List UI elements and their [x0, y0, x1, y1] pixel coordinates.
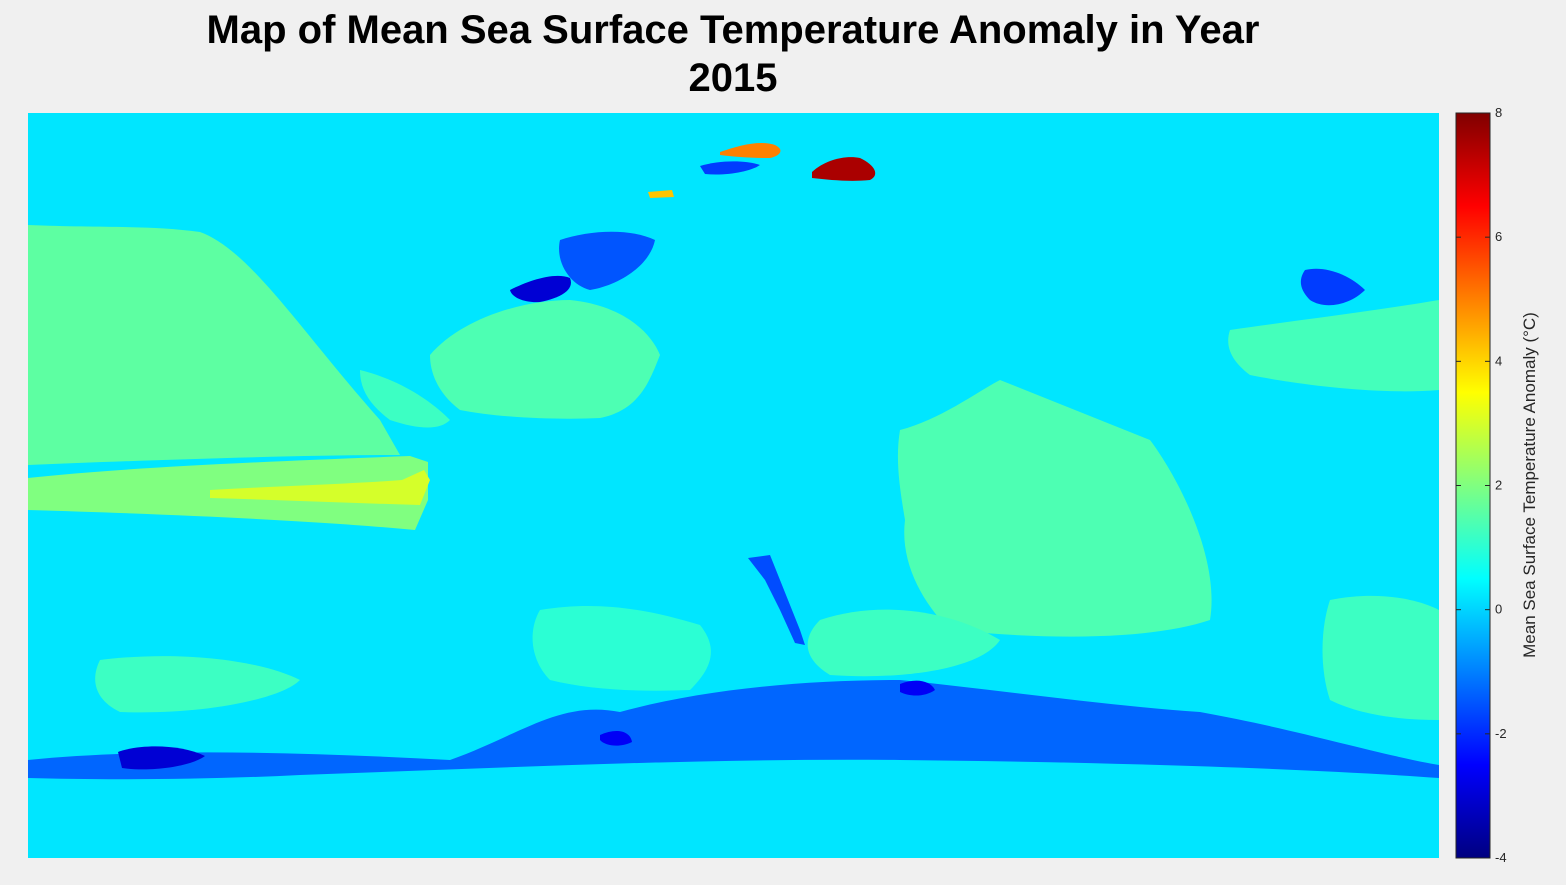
map-plot-area	[28, 113, 1439, 858]
colorbar-tick-label: -4	[1495, 850, 1507, 865]
region-south-pacific	[1322, 595, 1439, 720]
chart-title-line-1: Map of Mean Sea Surface Temperature Anom…	[206, 8, 1260, 52]
region-south-atlantic	[532, 605, 711, 691]
colorbar-ticks: -4 -2 0 2 4 6 8	[1456, 105, 1507, 865]
chart-title: Map of Mean Sea Surface Temperature Anom…	[28, 6, 1438, 102]
region-labrador-cold	[510, 275, 571, 303]
region-mid-atlantic-ridge-cold	[748, 555, 805, 645]
region-southern-ocean-core-2	[900, 680, 935, 696]
region-pacific-tropical-core	[210, 470, 430, 505]
colorbar-gradient	[1455, 112, 1491, 859]
chart-title-line-2: 2015	[688, 56, 778, 100]
colorbar: -4 -2 0 2 4 6 8 Mean Sea Surface Temperature A…	[1455, 105, 1539, 865]
colorbar-tick-label: 2	[1495, 478, 1502, 493]
region-east-asia-cold	[1300, 268, 1365, 306]
region-arctic-warm-3	[648, 190, 674, 198]
region-arctic-warm-1	[812, 157, 876, 181]
colorbar-tick-label: 6	[1495, 229, 1502, 244]
region-arctic-cold	[559, 231, 655, 290]
colorbar-tick-label: 4	[1495, 353, 1502, 368]
region-hudson-cold	[700, 161, 760, 175]
colorbar-tick-label: -2	[1495, 726, 1507, 741]
region-atlantic-tropical	[360, 370, 450, 428]
region-southern-ocean-cold	[28, 680, 1439, 780]
region-arctic-warm-2	[720, 142, 781, 158]
region-south-indian-band	[95, 656, 301, 713]
region-north-pacific-2	[28, 225, 400, 465]
colorbar-label: Mean Sea Surface Temperature Anomaly (°C…	[1520, 312, 1539, 658]
region-southern-ocean-core-3	[600, 730, 632, 746]
region-indian-ocean-south	[807, 609, 1000, 677]
region-indian-ocean	[897, 380, 1212, 637]
region-southern-ocean-core-1	[118, 746, 205, 770]
region-atlantic-north	[430, 300, 660, 419]
region-west-pacific	[1228, 300, 1439, 392]
colorbar-tick-label: 8	[1495, 105, 1502, 120]
colorbar-tick-label: 0	[1495, 602, 1502, 617]
